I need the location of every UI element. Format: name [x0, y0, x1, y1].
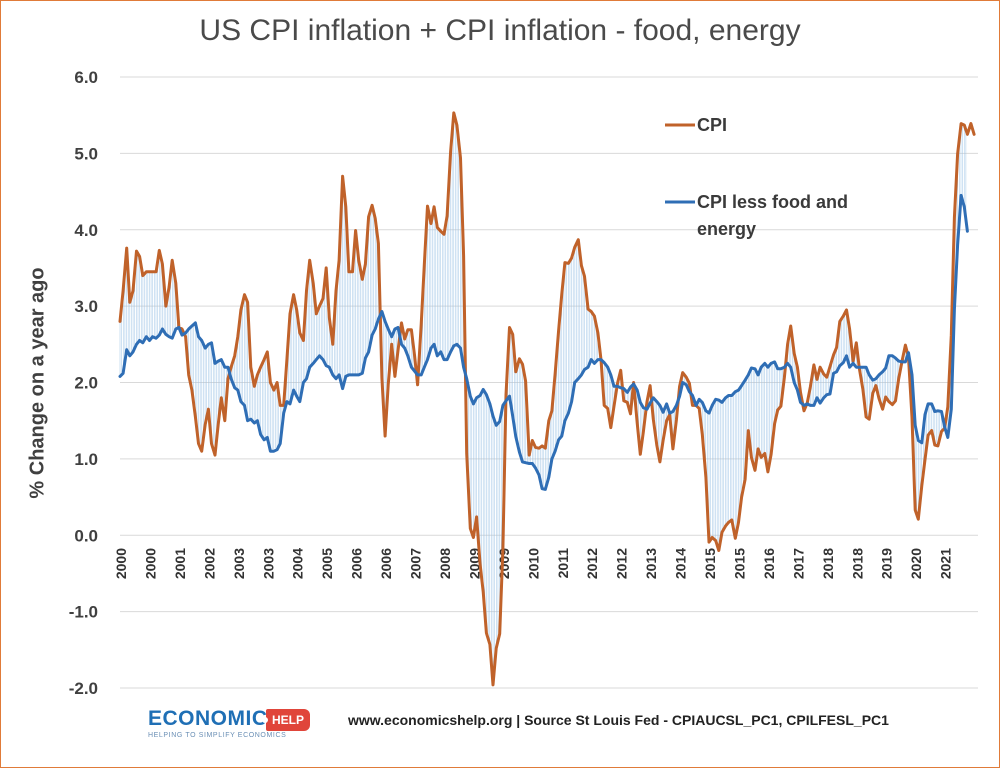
x-tick-label: 2005 [319, 548, 335, 579]
x-tick-label: 2021 [938, 548, 954, 579]
y-tick-label: 1.0 [74, 450, 98, 469]
y-tick-labels: 6.0 5.0 4.0 3.0 2.0 1.0 0.0 -1.0 -2.0 [69, 68, 98, 698]
x-tick-label: 2014 [673, 548, 689, 579]
x-tick-label: 2017 [790, 548, 806, 579]
legend-label-cpi: CPI [697, 115, 728, 135]
source-footer: www.economicshelp.org | Source St Louis … [348, 712, 889, 728]
x-tick-label: 2008 [437, 548, 453, 579]
x-tick-label: 2019 [879, 548, 895, 579]
logo-brand: ECONOMICS [148, 707, 283, 730]
x-tick-label: 2007 [408, 548, 424, 579]
x-tick-labels: 2000 2000 2001 2002 2003 2003 2004 2005 2006 2006… [113, 548, 954, 579]
x-tick-label: 2000 [113, 548, 129, 579]
legend-label-core-line2: energy [697, 219, 757, 239]
x-tick-label: 2004 [290, 548, 306, 579]
y-tick-label: 2.0 [74, 374, 98, 393]
x-tick-label: 2001 [172, 548, 188, 579]
x-tick-label: 2006 [378, 548, 394, 579]
economics-help-logo[interactable]: ECONOMICS HELP HELPING TO SIMPLIFY ECONO… [148, 707, 318, 747]
y-tick-label: 6.0 [74, 68, 98, 87]
y-tick-label: 4.0 [74, 221, 98, 240]
logo-tag-text: HELP [271, 713, 304, 727]
y-tick-label: 3.0 [74, 297, 98, 316]
series-lines [118, 111, 976, 687]
y-tick-label: -2.0 [69, 679, 98, 698]
x-tick-label: 2010 [525, 548, 541, 579]
series-line-core-cpi [118, 193, 969, 491]
logo-tag: HELP [262, 709, 310, 731]
series-line-cpi [118, 111, 976, 687]
x-tick-label: 2003 [231, 548, 247, 579]
x-tick-label: 2002 [201, 548, 217, 579]
x-tick-label: 2011 [555, 548, 571, 579]
x-tick-label: 2006 [349, 548, 365, 579]
x-tick-label: 2003 [260, 548, 276, 579]
x-tick-label: 2009 [496, 548, 512, 579]
x-tick-label: 2015 [731, 548, 747, 579]
y-tick-label: 5.0 [74, 144, 98, 163]
x-tick-label: 2015 [702, 548, 718, 579]
x-tick-label: 2018 [820, 548, 836, 579]
tag-hole-icon [262, 717, 268, 723]
x-tick-label: 2000 [142, 548, 158, 579]
y-tick-label: 0.0 [74, 526, 98, 545]
gridlines [120, 76, 978, 689]
x-tick-label: 2012 [614, 548, 630, 579]
x-tick-label: 2018 [849, 548, 865, 579]
y-tick-label: -1.0 [69, 603, 98, 622]
x-tick-label: 2012 [584, 548, 600, 579]
x-tick-label: 2020 [908, 548, 924, 579]
legend [665, 123, 695, 204]
logo-tagline: HELPING TO SIMPLIFY ECONOMICS [148, 732, 287, 739]
x-tick-label: 2013 [643, 548, 659, 579]
chart-title: US CPI inflation + CPI inflation - food,… [199, 14, 801, 47]
legend-label-core-line1: CPI less food and [697, 192, 849, 212]
x-tick-label: 2016 [761, 548, 777, 579]
